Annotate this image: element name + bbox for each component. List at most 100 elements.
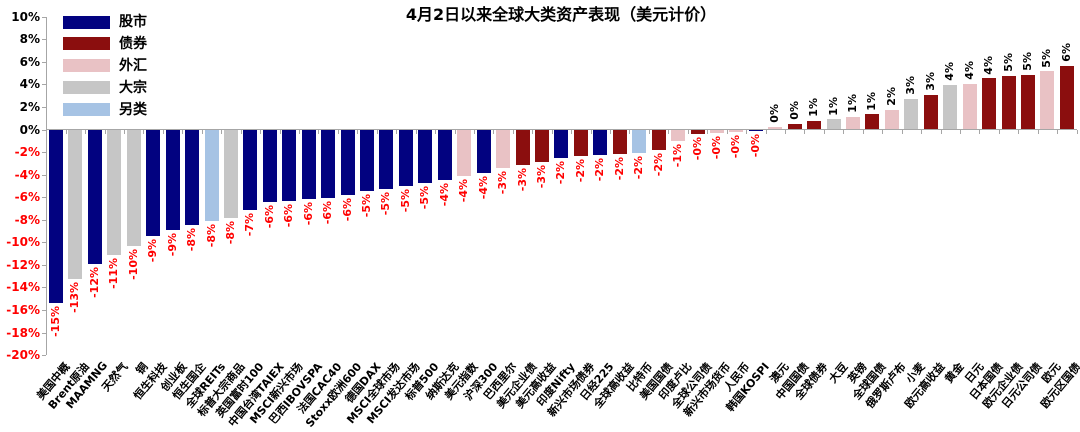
- y-axis-tick: [42, 264, 46, 266]
- x-axis-tick: [571, 130, 573, 134]
- legend-item: 股市: [63, 14, 147, 30]
- legend-label: 股市: [119, 14, 147, 30]
- x-axis-tick: [862, 130, 864, 134]
- bar: [49, 130, 63, 303]
- bar-value-label: 5%: [1001, 53, 1015, 72]
- x-axis-tick: [979, 130, 981, 134]
- bar-value-label: -11%: [107, 258, 121, 290]
- bar: [535, 130, 549, 162]
- x-axis-tick: [299, 130, 300, 134]
- legend-label: 大宗: [119, 79, 147, 96]
- x-axis-tick: [940, 130, 942, 134]
- y-axis-tick: [42, 39, 46, 41]
- bar-value-label: -2%: [593, 157, 607, 182]
- x-axis-tick: [726, 130, 728, 134]
- bar-value-label: -2%: [612, 156, 626, 180]
- bar: [165, 130, 180, 231]
- bar-value-label: -0%: [729, 135, 743, 159]
- bar-value-label: -4%: [457, 179, 471, 203]
- bar-value-label: 1%: [826, 96, 840, 116]
- x-axis-tick: [143, 130, 145, 134]
- bar-value-label: -2%: [632, 155, 646, 179]
- x-axis-tick: [65, 130, 67, 134]
- legend-swatch: [63, 103, 110, 117]
- legend-label: 外汇: [119, 57, 147, 74]
- bar: [943, 85, 958, 129]
- bar: [340, 130, 355, 196]
- x-axis-tick: [629, 130, 631, 134]
- bar-value-label: -5%: [398, 189, 412, 213]
- y-axis-line: [46, 16, 47, 356]
- bar: [379, 130, 394, 189]
- legend-item: 外汇: [63, 58, 147, 74]
- bar-value-label: -10%: [126, 249, 140, 281]
- x-axis-tick: [901, 130, 903, 134]
- y-axis-label: -2%: [14, 145, 40, 160]
- legend-label: 另类: [119, 101, 147, 118]
- bar-value-label: 4%: [943, 62, 957, 82]
- bar: [690, 130, 705, 134]
- y-axis-label: -18%: [6, 325, 40, 340]
- bar-value-label: -9%: [165, 233, 179, 257]
- bar: [360, 130, 375, 191]
- bar-value-label: -1%: [671, 144, 685, 168]
- x-axis-tick: [454, 130, 456, 134]
- bar: [87, 130, 102, 265]
- x-axis-tick: [804, 130, 806, 134]
- bar: [321, 130, 336, 198]
- y-axis-label: -10%: [6, 235, 40, 250]
- bar-value-label: -13%: [68, 281, 82, 313]
- bar-value-label: 1%: [865, 91, 879, 111]
- bar-value-label: 4%: [982, 55, 996, 75]
- x-axis-tick: [337, 130, 339, 134]
- x-axis-tick: [260, 130, 262, 134]
- y-axis-tick: [42, 332, 46, 334]
- bar-value-label: -6%: [340, 198, 354, 222]
- bar-value-label: -3%: [535, 164, 548, 188]
- bar: [612, 130, 627, 154]
- bar: [923, 95, 938, 129]
- chart-title: 4月2日以来全球大类资产表现（美元计价）: [405, 5, 717, 24]
- y-axis-label: 10%: [11, 9, 40, 24]
- y-axis-label: -12%: [6, 257, 40, 272]
- bar: [826, 119, 841, 129]
- y-axis-label: -14%: [6, 280, 40, 295]
- bar: [476, 130, 491, 173]
- y-axis-label: 8%: [19, 32, 40, 47]
- bar: [282, 130, 297, 202]
- y-axis-label: -16%: [6, 302, 40, 317]
- x-axis-tick: [882, 130, 884, 134]
- bar: [437, 130, 452, 180]
- bar: [807, 121, 822, 129]
- bar-value-label: 4%: [962, 61, 976, 80]
- y-axis-label: -8%: [14, 212, 40, 227]
- bar-value-label: 5%: [1040, 48, 1054, 68]
- legend-item: 债券: [63, 36, 147, 52]
- x-axis-tick: [512, 130, 514, 134]
- bar: [748, 130, 763, 132]
- x-axis-tick: [1076, 130, 1078, 134]
- bar: [496, 130, 511, 169]
- bar-value-label: 5%: [1021, 52, 1034, 71]
- bar: [107, 130, 122, 256]
- bar: [223, 130, 238, 218]
- y-axis-tick: [42, 355, 46, 357]
- y-axis-tick: [42, 309, 46, 311]
- bar: [729, 130, 744, 133]
- y-axis-tick: [42, 16, 46, 18]
- y-axis-tick: [42, 287, 46, 289]
- x-axis-tick: [648, 130, 650, 134]
- bar-value-label: -15%: [49, 305, 62, 337]
- bar-value-label: 1%: [807, 98, 821, 118]
- bar-value-label: 0%: [768, 104, 782, 123]
- y-axis-tick: [42, 152, 46, 154]
- bar-value-label: -2%: [651, 153, 665, 177]
- bar: [418, 130, 433, 184]
- x-axis-tick: [104, 130, 106, 134]
- x-axis-tick: [473, 130, 475, 134]
- bar: [709, 130, 724, 133]
- x-axis-tick: [746, 130, 748, 134]
- bar-value-label: -6%: [321, 200, 335, 224]
- x-axis-tick: [785, 130, 786, 134]
